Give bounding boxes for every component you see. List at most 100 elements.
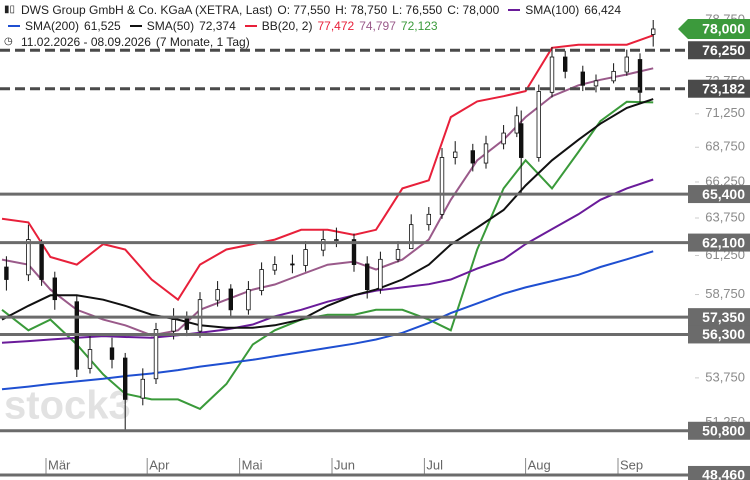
y-tick-label: 71,250 [705, 105, 745, 120]
level-label: 62,100 [702, 234, 745, 250]
candle-body [637, 59, 643, 93]
candle-body [624, 56, 629, 73]
watermark: stock3 [4, 384, 131, 428]
level-box [688, 308, 750, 327]
chart-header: ▮▯ DWS Group GmbH & Co. KGaA (XETRA, Las… [4, 2, 621, 50]
legend-swatch [8, 25, 20, 27]
legend-value: 77,472 [317, 19, 355, 33]
y-tick-label: 53,750 [705, 369, 745, 384]
candle-body [563, 56, 568, 72]
candle-body [426, 213, 431, 226]
level-box [688, 465, 750, 480]
candle-body [514, 115, 519, 134]
high-label: H: 78,750 [335, 3, 388, 17]
x-tick-label: Apr [149, 457, 170, 472]
x-tick-label: Jul [426, 457, 443, 472]
candle-body [123, 357, 128, 400]
legend-name: BB(20, 2) [261, 19, 313, 33]
legend-swatch [244, 25, 257, 27]
legend-swatch [129, 25, 142, 27]
candle-body [246, 289, 251, 311]
legend-value: 72,374 [199, 19, 236, 33]
header-row: SMA(200) 61,525 SMA(50) 72,374 BB(20, 2)… [4, 18, 621, 34]
candle-body [87, 349, 93, 369]
y-tick-label: 63,750 [705, 209, 745, 224]
candle-body [439, 157, 445, 215]
level-label: 76,250 [702, 42, 745, 58]
level-label: 57,350 [702, 309, 745, 325]
candle-body [536, 91, 541, 158]
candle-body [611, 70, 616, 82]
candle-body [228, 288, 233, 311]
candle-body [519, 123, 524, 158]
level-box [688, 41, 750, 60]
y-tick-label: 58,750 [705, 286, 745, 301]
candle-body [52, 277, 57, 301]
candle-body [259, 269, 264, 291]
indicator-line [1, 98, 654, 329]
date-range: 11.02.2026 - 08.09.2026 [21, 35, 151, 49]
last-price-box [678, 18, 750, 39]
candle-body [320, 239, 326, 251]
candle-body [351, 239, 357, 265]
last-price-label: 78,000 [702, 21, 745, 37]
candle-body [272, 264, 277, 271]
legend-value: 66,424 [584, 3, 621, 17]
level-box [688, 325, 750, 344]
candle-body [153, 329, 159, 380]
band-line [1, 100, 654, 411]
level-label: 73,182 [702, 80, 745, 96]
y-tick-label: 66,250 [705, 173, 745, 188]
candle-body [593, 80, 599, 87]
candle-body [549, 56, 555, 93]
x-tick-label: Mär [48, 457, 71, 472]
level-label: 65,400 [702, 186, 745, 202]
chart-title: DWS Group GmbH & Co. KGaA (XETRA, Last) [21, 3, 273, 17]
level-box [688, 233, 750, 252]
candle-body [39, 243, 44, 280]
clock-icon: ◷ [4, 36, 13, 47]
candle-body [378, 258, 383, 290]
band-line [1, 67, 654, 337]
candle-body [408, 224, 414, 250]
level-box [688, 79, 750, 98]
header-row: ▮▯ DWS Group GmbH & Co. KGaA (XETRA, Las… [4, 2, 621, 18]
candle-body [109, 347, 115, 360]
level-box [688, 185, 750, 204]
legend-name: SMA(100) [525, 3, 580, 17]
candle-body [395, 249, 401, 260]
candle-body [26, 239, 31, 276]
candle-body [197, 299, 203, 332]
x-tick-label: Aug [528, 457, 551, 472]
low-label: L: 76,550 [392, 3, 443, 17]
candle-body [483, 143, 489, 164]
legend-value: 74,797 [359, 19, 396, 33]
band-line [1, 34, 654, 302]
candle-icon: ▮▯ [4, 4, 16, 15]
legend-value: 61,525 [84, 19, 121, 33]
candle-body [470, 150, 475, 164]
candle-body [290, 263, 295, 266]
candle-body [140, 378, 145, 399]
header-row: ◷ 11.02.2026 - 08.09.2026 (7 Monate, 1 T… [4, 34, 621, 50]
level-label: 56,300 [702, 326, 745, 342]
x-tick-label: Sep [620, 457, 643, 472]
legend-value: 72,123 [400, 19, 438, 33]
candle-body [501, 132, 506, 145]
candle-body [4, 266, 9, 280]
level-box [688, 421, 750, 440]
x-tick-label: Mai [242, 457, 263, 472]
legend-name: SMA(50) [146, 19, 195, 33]
candle-body [452, 151, 458, 158]
candle-body [580, 71, 585, 86]
candle-body [215, 289, 220, 301]
candle-body [303, 249, 308, 266]
candle-body [184, 317, 189, 330]
close-label: C: 78,000 [447, 3, 500, 17]
x-tick-label: Jun [334, 457, 355, 472]
candle-body [171, 319, 176, 332]
candle-body [364, 263, 370, 291]
y-tick-label: 68,750 [705, 139, 745, 154]
